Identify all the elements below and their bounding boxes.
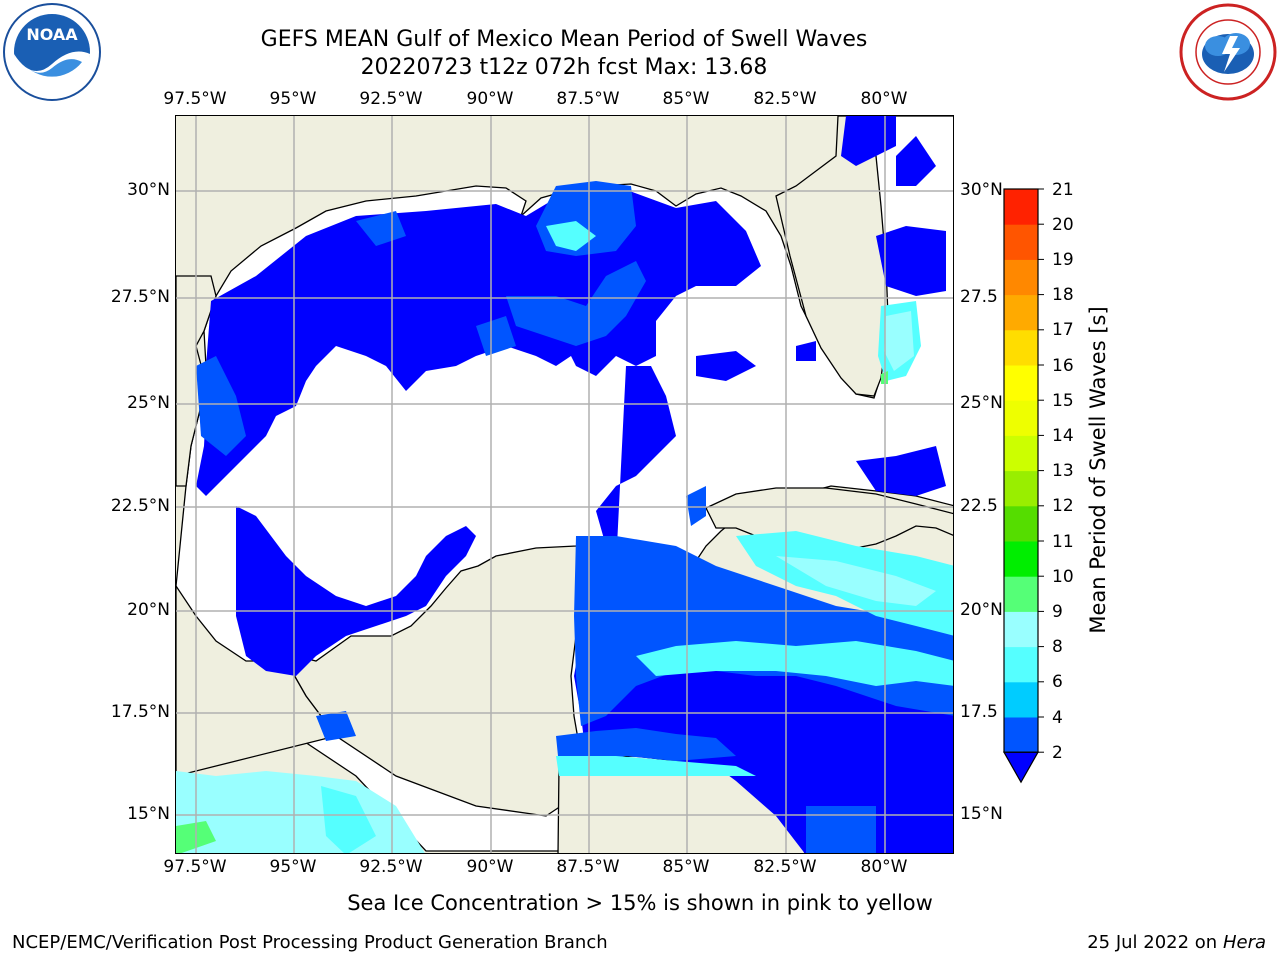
colorbar-segment [1004,435,1038,472]
lat-tick-left: 15°N [127,804,170,824]
lat-tick-right: 27.5 [960,287,998,307]
colorbar-segment [1004,224,1038,260]
colorbar-segment [1004,681,1038,718]
colorbar-canvas [1002,188,1044,784]
lon-tick-top: 87.5°W [556,89,620,109]
colorbar-tick-10: 10 [1052,567,1074,587]
colorbar-tick-16: 16 [1052,356,1074,376]
colorbar-segment [1004,541,1038,577]
colorbar-tick-2: 2 [1052,743,1063,763]
map-canvas [176,116,953,853]
colorbar-segment [1004,259,1038,296]
lon-tick-top: 80°W [860,89,908,109]
lon-tick-top: 82.5°W [753,89,817,109]
lon-tick-bottom: 90°W [466,857,514,877]
colorbar-segment [1004,189,1038,225]
footer-date-text: 25 Jul 2022 on [1087,932,1223,953]
noaa-logo: NOAA [2,2,102,102]
footer-org: NCEP/EMC/Verification Post Processing Pr… [12,932,608,953]
lon-tick-top: 92.5°W [359,89,423,109]
lon-tick-top: 95°W [269,89,317,109]
colorbar-label: Mean Period of Swell Waves [s] [1086,306,1110,634]
lat-tick-left: 17.5°N [110,702,170,722]
colorbar-tick-13: 13 [1052,461,1074,481]
colorbar-tick-8: 8 [1052,637,1063,657]
colorbar-segment [1004,470,1038,507]
colorbar-segment [1004,365,1038,401]
colorbar-tick-14: 14 [1052,426,1074,446]
lon-tick-bottom: 80°W [860,857,908,877]
footer-date: 25 Jul 2022 on Hera [1087,932,1266,953]
colorbar-segment [1004,646,1038,683]
lat-tick-right: 20°N [960,600,1003,620]
nws-logo [1178,2,1278,102]
lat-tick-right: 22.5 [960,496,998,516]
colorbar-tick-17: 17 [1052,320,1074,340]
swell-6-8s-areas [776,311,936,606]
chart-title: GEFS MEAN Gulf of Mexico Mean Period of … [260,27,868,52]
lat-tick-right: 30°N [960,180,1003,200]
chart-subtitle: 20220723 t12z 072h fcst Max: 13.68 [360,55,768,80]
colorbar-tick-18: 18 [1052,285,1074,305]
lat-tick-left: 30°N [127,180,170,200]
lon-tick-bottom: 92.5°W [359,857,423,877]
colorbar-segment [1004,329,1038,366]
lat-tick-right: 17.5 [960,702,998,722]
sea-ice-note: Sea Ice Concentration > 15% is shown in … [0,891,1280,915]
colorbar-segment [1004,611,1038,648]
colorbar [1000,185,1050,785]
noaa-logo-text: NOAA [26,25,78,44]
colorbar-tick-21: 21 [1052,180,1074,200]
colorbar-tick-9: 9 [1052,602,1063,622]
lon-tick-bottom: 97.5°W [163,857,227,877]
colorbar-tick-4: 4 [1052,708,1063,728]
lat-tick-left: 22.5°N [110,496,170,516]
lon-tick-top: 90°W [466,89,514,109]
colorbar-segment [1004,576,1038,612]
colorbar-tick-15: 15 [1052,391,1074,411]
swell-2s-areas [196,116,953,853]
lon-tick-bottom: 82.5°W [753,857,817,877]
footer-host: Hera [1222,932,1266,953]
lat-tick-left: 25°N [127,393,170,413]
lat-tick-right: 15°N [960,804,1003,824]
map-grid [176,116,953,853]
colorbar-tick-19: 19 [1052,250,1074,270]
lon-tick-bottom: 87.5°W [556,857,620,877]
colorbar-segment [1004,717,1038,753]
colorbar-tick-12: 12 [1052,496,1074,516]
colorbar-tick-6: 6 [1052,672,1063,692]
lon-tick-top: 85°W [662,89,710,109]
lat-tick-left: 20°N [127,600,170,620]
colorbar-tick-20: 20 [1052,215,1074,235]
lon-tick-top: 97.5°W [163,89,227,109]
lat-tick-right: 25°N [960,393,1003,413]
lon-tick-bottom: 85°W [662,857,710,877]
colorbar-tick-11: 11 [1052,532,1074,552]
lon-tick-bottom: 95°W [269,857,317,877]
colorbar-segment [1004,400,1038,436]
colorbar-segment [1004,505,1038,542]
sea-ice-note-text: Sea Ice Concentration > 15% is shown in … [347,891,933,915]
lat-tick-left: 27.5°N [110,287,170,307]
colorbar-segment [1004,294,1038,331]
colorbar-extend-arrow [1002,751,1040,784]
map-panel[interactable] [175,115,954,854]
